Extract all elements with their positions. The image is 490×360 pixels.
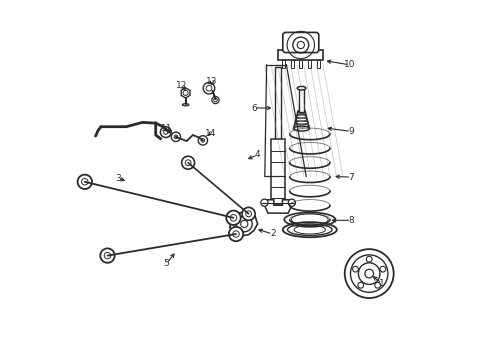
Bar [308,60,311,68]
Circle shape [367,256,372,262]
Circle shape [288,199,295,206]
Text: 6: 6 [251,104,257,112]
Circle shape [203,82,215,94]
Ellipse shape [182,104,189,106]
Text: 14: 14 [205,129,217,138]
Circle shape [358,282,364,288]
Circle shape [245,210,253,218]
Circle shape [232,229,240,237]
Circle shape [345,249,393,298]
Ellipse shape [297,86,306,90]
Bar [282,60,285,68]
Circle shape [236,216,252,232]
Circle shape [171,132,180,141]
Bar [275,67,281,139]
Text: 1: 1 [379,279,385,288]
Text: 12: 12 [176,81,188,90]
Circle shape [375,282,381,288]
Text: 11: 11 [161,124,172,133]
Circle shape [212,96,219,104]
Text: 5: 5 [164,259,170,268]
Text: 2: 2 [270,230,275,239]
Text: 13: 13 [206,77,218,85]
Text: 7: 7 [348,173,354,181]
Circle shape [198,136,208,145]
Circle shape [100,248,115,263]
Text: 10: 10 [343,60,355,69]
Polygon shape [265,200,292,213]
Circle shape [353,266,358,272]
Text: 8: 8 [348,216,354,225]
Text: 9: 9 [348,127,354,136]
FancyBboxPatch shape [283,32,319,53]
Text: 3: 3 [116,174,121,183]
Circle shape [261,199,268,206]
Circle shape [182,156,195,169]
Text: 4: 4 [255,150,260,159]
Bar [278,50,323,60]
Bar [299,88,304,112]
Circle shape [160,127,171,138]
Circle shape [242,207,255,220]
Circle shape [229,227,243,241]
Polygon shape [230,212,258,236]
Bar [291,60,294,68]
Circle shape [380,266,386,272]
Bar [299,60,302,68]
Bar [271,139,285,205]
Bar [317,60,319,68]
Polygon shape [181,88,190,98]
Circle shape [77,175,92,189]
Circle shape [226,211,241,225]
